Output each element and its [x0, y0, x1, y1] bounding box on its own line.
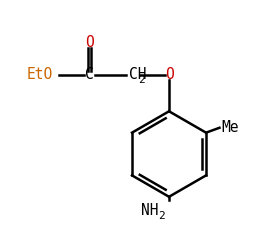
Text: NH: NH [141, 203, 158, 218]
Text: C: C [85, 67, 94, 82]
Text: O: O [165, 67, 173, 82]
Text: CH: CH [129, 67, 146, 82]
Text: O: O [85, 35, 94, 50]
Text: Me: Me [221, 120, 239, 135]
Text: 2: 2 [138, 75, 145, 85]
Text: 2: 2 [158, 211, 165, 221]
Text: EtO: EtO [26, 67, 52, 82]
